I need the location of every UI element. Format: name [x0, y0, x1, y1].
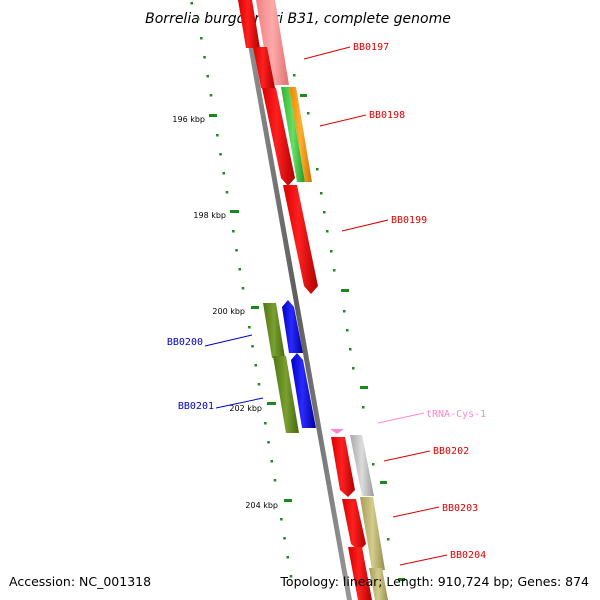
gene-bb0198-orange[interactable]	[289, 87, 312, 182]
gene-bb0203-feature[interactable]	[360, 497, 385, 570]
gene-bb0204-feature[interactable]	[369, 568, 388, 600]
label-bb0201[interactable]: BB0201	[178, 401, 214, 412]
gene-bb0201-cds[interactable]	[291, 353, 316, 428]
accession-text: Accession: NC_001318	[9, 574, 151, 589]
gene-bb0198-green[interactable]	[281, 87, 305, 182]
gene-bb0197-feature[interactable]	[256, 0, 289, 85]
gene-bb0204-cds[interactable]	[348, 547, 372, 600]
label-bb0200[interactable]: BB0200	[167, 337, 203, 348]
gene-bb0200[interactable]	[263, 300, 303, 358]
trna-cys-1-marker[interactable]	[330, 429, 344, 434]
map-title: Borrelia burgdorferi B31, complete genom…	[145, 11, 451, 27]
leader-bb0199	[341, 219, 389, 232]
gene-bb0202-cds[interactable]	[331, 437, 355, 497]
gene-bb0201-feature[interactable]	[273, 356, 299, 433]
gene-bb0198-cds[interactable]	[262, 88, 295, 186]
gene-bb0204[interactable]	[348, 547, 388, 600]
gene-bb0201[interactable]	[273, 353, 316, 433]
gene-bb0200-cds[interactable]	[282, 300, 303, 353]
gene-bb0203-cds[interactable]	[342, 499, 366, 551]
label-bb0203[interactable]: BB0203	[442, 503, 478, 514]
label-trna-cys-1[interactable]: tRNA-Cys-1	[426, 409, 486, 420]
kbp-label-196: 196 kbp	[172, 115, 205, 124]
gene-bb0200-feature[interactable]	[263, 303, 285, 358]
genome-backbone	[240, 0, 352, 600]
genome-summary-text: Topology: linear; Length: 910,724 bp; Ge…	[279, 574, 589, 589]
kbp-label-200: 200 kbp	[212, 307, 245, 316]
leader-bb0203	[392, 506, 440, 518]
gene-bb0202-feature[interactable]	[350, 435, 374, 496]
gene-bb0199[interactable]	[283, 185, 318, 294]
gene-bb0198[interactable]	[262, 87, 312, 186]
leader-bb0200	[204, 334, 253, 347]
kbp-label-198: 198 kbp	[193, 211, 226, 220]
label-bb0202[interactable]: BB0202	[433, 446, 469, 457]
leader-bb0198	[319, 114, 367, 127]
leader-bb0201	[215, 397, 264, 409]
gene-bb0197[interactable]	[238, 0, 289, 88]
leader-bb0204	[399, 554, 448, 566]
gene-bb0197-cds-b[interactable]	[253, 47, 275, 88]
leader-trna-cys-1	[377, 412, 425, 424]
kbp-ruler	[190, 2, 405, 581]
gene-bb0199-cds[interactable]	[283, 185, 318, 294]
label-bb0204[interactable]: BB0204	[450, 550, 486, 561]
label-bb0197[interactable]: BB0197	[353, 42, 389, 53]
gene-bb0203[interactable]	[342, 497, 385, 570]
gene-bb0197-cds-a[interactable]	[238, 0, 260, 48]
label-bb0198[interactable]: BB0198	[369, 110, 405, 121]
kbp-label-202: 202 kbp	[229, 404, 262, 413]
kbp-label-204: 204 kbp	[245, 501, 278, 510]
leader-bb0197	[303, 46, 351, 60]
leader-bb0202	[383, 450, 431, 462]
gene-bb0202[interactable]	[331, 435, 374, 497]
label-bb0199[interactable]: BB0199	[391, 215, 427, 226]
